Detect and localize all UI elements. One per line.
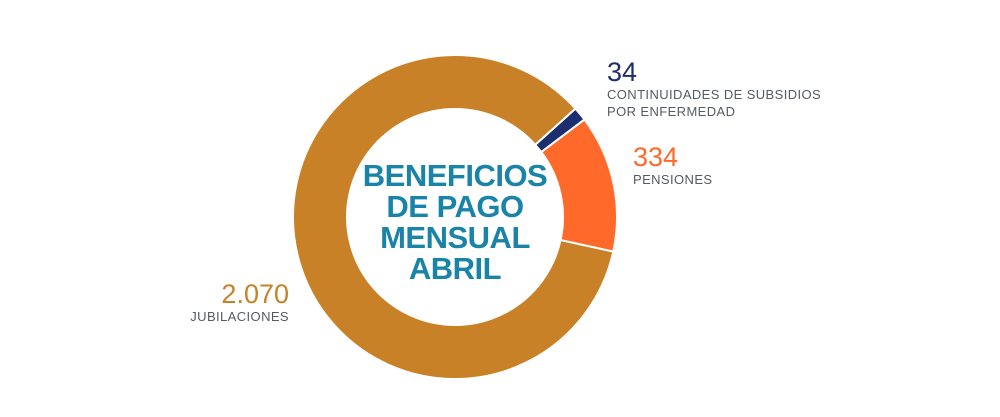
donut-slices xyxy=(292,54,618,380)
chart-title-line-4: ABRIL xyxy=(408,251,502,286)
pensiones-value-label: 334 xyxy=(633,142,679,172)
chart-title: BENEFICIOS DE PAGO MENSUAL ABRIL xyxy=(355,160,555,284)
chart-title-line-3: MENSUAL xyxy=(380,220,530,255)
callout-subsidios: 34 CONTINUIDADES DE SUBSIDIOS POR ENFERM… xyxy=(607,58,847,120)
jubilaciones-value-label: 2.070 xyxy=(221,279,289,309)
subsidios-value-label: 34 xyxy=(607,57,638,87)
chart-title-line-1: BENEFICIOS xyxy=(362,158,548,193)
subsidios-label-line-1: CONTINUIDADES DE SUBSIDIOS xyxy=(607,87,822,102)
chart-title-line-2: DE PAGO xyxy=(386,189,524,224)
pensiones-label: PENSIONES xyxy=(633,172,713,187)
callout-pensiones: 334 PENSIONES xyxy=(633,143,833,188)
jubilaciones-label: JUBILACIONES xyxy=(190,309,289,324)
subsidios-label-line-2: POR ENFERMEDAD xyxy=(607,104,736,119)
slice-jubilaciones xyxy=(292,54,615,380)
callout-jubilaciones: 2.070 JUBILACIONES xyxy=(89,280,289,325)
